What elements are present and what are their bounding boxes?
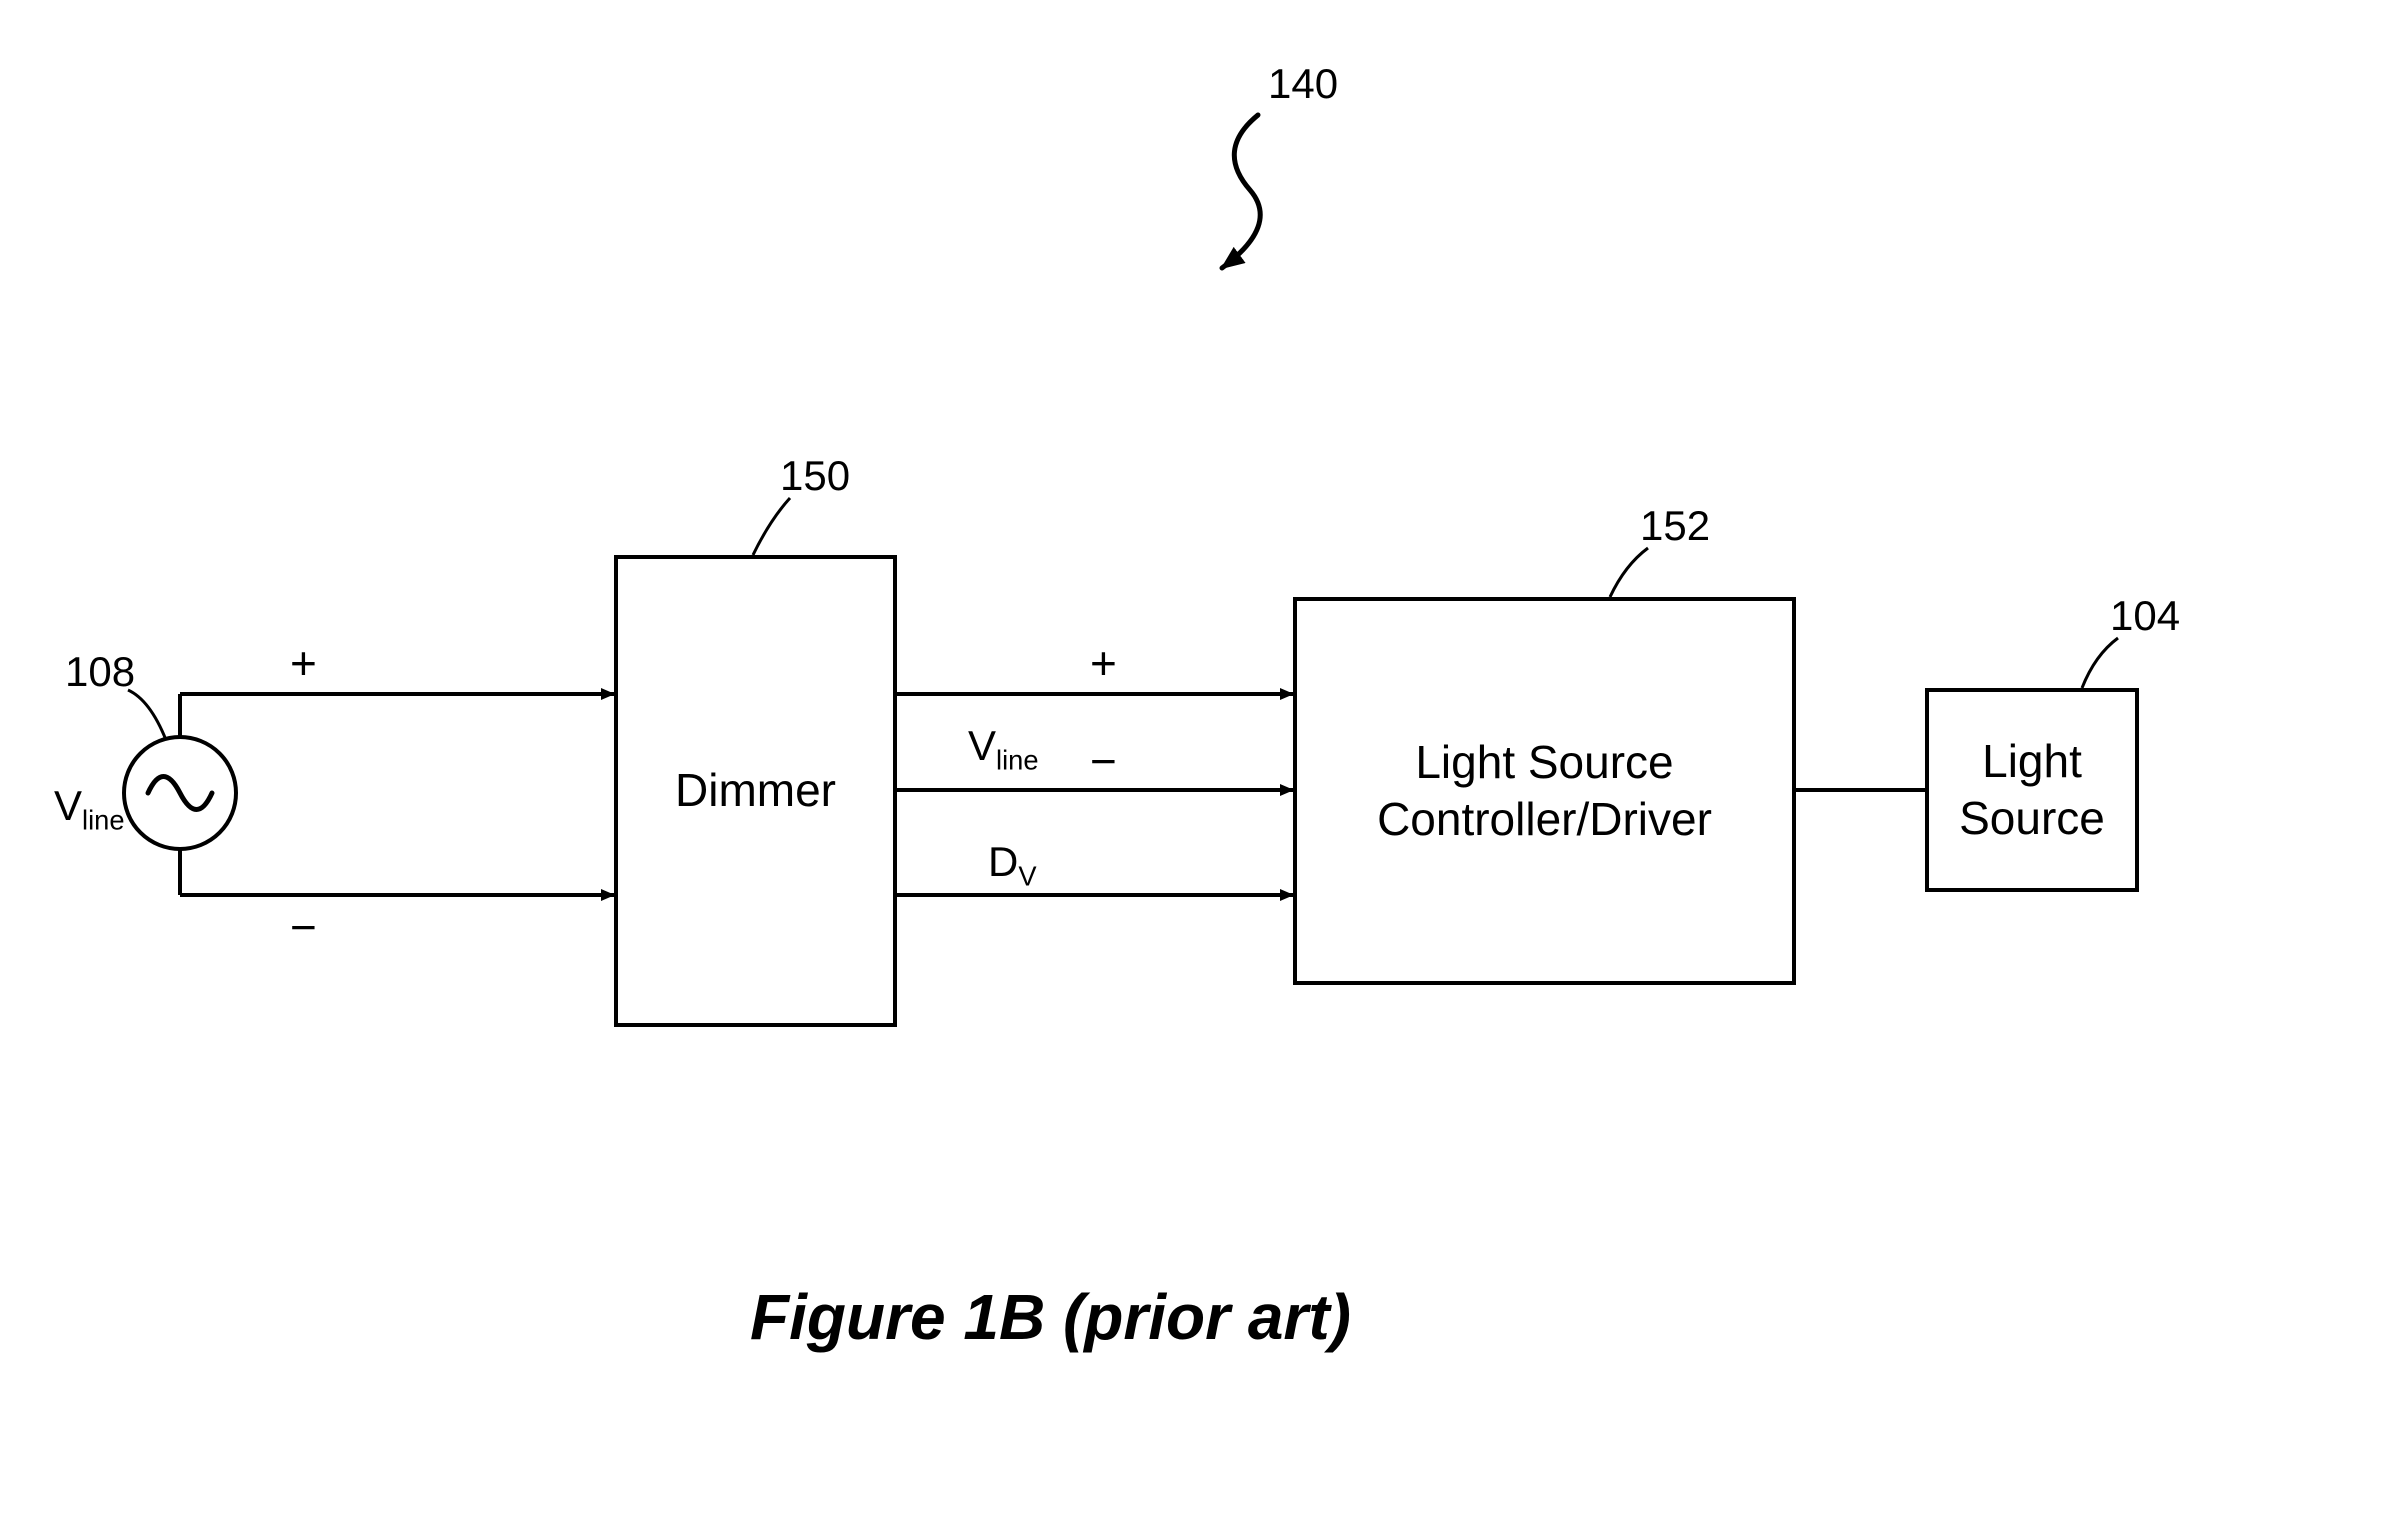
minus-mid: − <box>1090 734 1117 788</box>
vline-source-label: Vline <box>54 782 125 836</box>
dimmer-block: Dimmer <box>614 555 897 1027</box>
ac-source-circle <box>124 737 236 849</box>
vline-mid-label: Vline <box>968 722 1039 776</box>
ref-108: 108 <box>65 648 135 696</box>
dimmer-label: Dimmer <box>675 762 836 820</box>
figure-ref-arrow <box>1222 115 1260 268</box>
light-source-block: LightSource <box>1925 688 2139 892</box>
controller-block: Light SourceController/Driver <box>1293 597 1796 985</box>
ref-104: 104 <box>2110 592 2180 640</box>
ref-140: 140 <box>1268 60 1338 108</box>
ref-152: 152 <box>1640 502 1710 550</box>
controller-label: Light SourceController/Driver <box>1377 734 1712 849</box>
ref-150: 150 <box>780 452 850 500</box>
plus-mid: + <box>1090 636 1117 690</box>
sine-wave-icon <box>148 777 212 810</box>
light-label: LightSource <box>1959 733 2105 848</box>
figure-caption: Figure 1B (prior art) <box>750 1280 1351 1354</box>
dv-label: DV <box>988 838 1037 892</box>
minus-left: − <box>290 900 317 954</box>
plus-left: + <box>290 636 317 690</box>
